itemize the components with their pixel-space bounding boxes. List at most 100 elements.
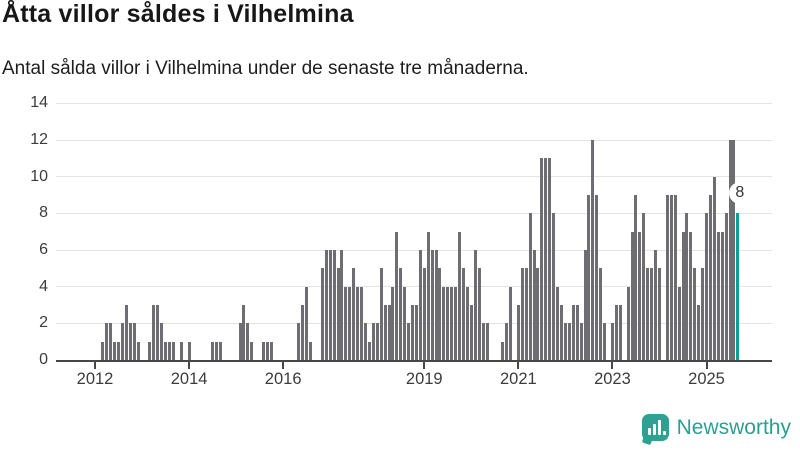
bar: [434, 250, 438, 360]
bar: [465, 286, 469, 360]
bar: [579, 323, 583, 360]
bar: [724, 213, 728, 360]
x-axis-label: 2021: [500, 370, 537, 388]
y-axis-label: 4: [39, 277, 48, 295]
bar: [461, 268, 465, 360]
bar: [720, 231, 724, 360]
grid-line: [56, 249, 772, 251]
bar: [681, 231, 685, 360]
bar: [238, 323, 242, 360]
grid-line: [56, 286, 772, 288]
bar: [536, 268, 540, 360]
bar: [540, 158, 544, 360]
bar: [160, 323, 164, 360]
bar: [618, 305, 622, 360]
bar: [124, 305, 128, 360]
x-axis-label: 2023: [594, 370, 631, 388]
bar: [583, 250, 587, 360]
bar: [458, 231, 462, 360]
tick-mark: [705, 362, 708, 369]
y-axis-label: 6: [39, 241, 48, 258]
bar: [148, 341, 152, 360]
bar: [657, 268, 661, 360]
bar: [485, 323, 489, 360]
tick-mark: [94, 362, 96, 369]
bar: [320, 268, 324, 360]
chart-title: Åtta villor såldes i Vilhelmina: [2, 0, 354, 28]
bar: [422, 268, 426, 360]
bar: [708, 195, 712, 360]
bar: [450, 286, 454, 360]
bar: [171, 341, 175, 360]
bar: [132, 323, 136, 360]
bar: [187, 341, 191, 360]
bar: [716, 231, 720, 360]
bar: [395, 231, 399, 360]
bar: [603, 323, 607, 360]
bar: [501, 341, 505, 360]
bar: [591, 140, 595, 360]
bar: [352, 268, 356, 360]
bar: [669, 195, 673, 360]
bar: [391, 286, 395, 360]
bar: [363, 323, 367, 360]
grid-line: [56, 212, 772, 214]
bar: [610, 323, 614, 360]
bar: [371, 323, 375, 360]
bar: [309, 341, 313, 360]
bar: [520, 268, 524, 360]
bar: [665, 195, 669, 360]
bar: [563, 323, 567, 360]
bar: [446, 286, 450, 360]
x-axis-label: 2014: [170, 370, 208, 388]
bar: [269, 341, 273, 360]
bar: [218, 341, 222, 360]
bar: [164, 341, 168, 360]
grid-line: [56, 176, 772, 178]
bar: [156, 305, 160, 360]
bar: [407, 323, 411, 360]
bar: [262, 341, 266, 360]
y-axis-label: 14: [30, 94, 48, 112]
bar: [567, 323, 571, 360]
bar: [418, 250, 422, 360]
grid-line: [56, 102, 772, 104]
bar: [556, 286, 560, 360]
bar: [528, 213, 532, 360]
bar: [654, 250, 658, 360]
bar: [473, 250, 477, 360]
newsworthy-logo[interactable]: Newsworthy: [641, 414, 791, 446]
bar: [246, 323, 250, 360]
bar: [442, 286, 446, 360]
bar: [712, 176, 716, 360]
bar: [634, 195, 638, 360]
x-axis-label: 2019: [405, 370, 443, 388]
bar: [344, 286, 348, 360]
bar: [109, 323, 113, 360]
logo-bar-medium: [652, 424, 656, 435]
bar: [179, 341, 183, 360]
bar: [348, 286, 352, 360]
bar: [505, 323, 509, 360]
grid-line: [56, 139, 772, 141]
bar: [630, 231, 634, 360]
bar: [638, 231, 642, 360]
value-label: 8: [735, 184, 745, 202]
highlighted-bar: [736, 213, 740, 360]
bar: [360, 286, 364, 360]
bar: [689, 231, 693, 360]
bar: [379, 268, 383, 360]
logo-bar-tall: [657, 420, 661, 435]
x-axis-line: [56, 360, 772, 362]
bar: [614, 305, 618, 360]
value-label-background: [728, 182, 751, 205]
bar: [336, 268, 340, 360]
bar: [399, 268, 403, 360]
bar: [297, 323, 301, 360]
bar: [575, 305, 579, 360]
bar: [136, 341, 140, 360]
bar: [403, 286, 407, 360]
bar: [128, 323, 132, 360]
